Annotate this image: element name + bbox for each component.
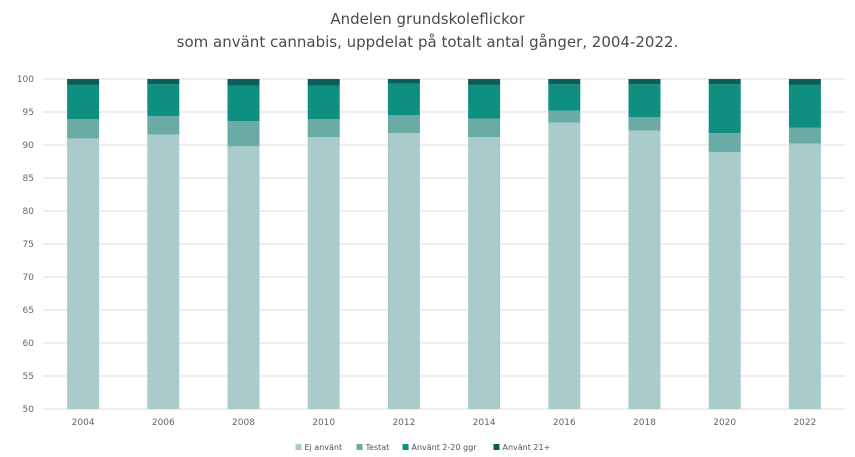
x-tick-label: 2006 [152,418,175,428]
y-axis: 50 55 60 65 70 75 80 85 90 95 100 [17,75,34,415]
legend-label: Använt 21+ [503,443,551,452]
y-tick-label: 50 [23,405,35,415]
x-tick-label: 2010 [312,418,335,428]
bar-segment [387,83,420,116]
y-tick-label: 85 [23,174,34,184]
bar-segment [307,119,340,138]
y-tick-label: 65 [23,306,34,316]
bar-segment [708,152,741,409]
bar-segment [548,79,581,85]
y-tick-label: 75 [23,240,34,250]
bar-segment [147,115,180,135]
y-tick-label: 90 [23,141,35,151]
bar-segment [387,133,420,409]
bar-segment [67,79,100,85]
bar-segment [708,79,741,85]
x-axis: 2004 2006 2008 2010 2012 2014 2016 2018 2020 2022 [72,418,817,428]
x-tick-label: 2022 [793,418,816,428]
bar-segment [628,130,661,410]
bar-segment [307,85,340,120]
bar-segment [227,85,260,122]
bar-segment [548,110,581,123]
bar-segment [67,84,100,120]
legend-label: Testat [365,443,390,452]
x-tick-label: 2008 [232,418,255,428]
chart-title-line-1: Andelen grundskoleflickor [330,10,525,28]
x-tick-label: 2014 [473,418,496,428]
bar-segment [548,84,581,111]
chart-title: Andelen grundskoleflickor som använt can… [0,8,855,54]
bar-segment [468,118,501,138]
bar-segment [708,84,741,134]
bar-segment [788,143,821,409]
legend-swatch [356,444,363,450]
legend: Ej använt Testat Använt 2-20 ggr Använt 21+ [295,443,551,452]
bar-segment [788,127,821,144]
x-tick-label: 2020 [713,418,736,428]
bar-segment [628,84,661,118]
bar-segment [147,134,180,409]
legend-swatch [493,444,500,450]
bar-segment [628,79,661,85]
bar-segment [67,119,100,139]
x-tick-label: 2004 [72,418,95,428]
x-tick-label: 2018 [633,418,656,428]
bar-segment [227,146,260,409]
y-tick-label: 60 [23,339,35,349]
bar-segment [468,137,501,409]
bar-segment [788,79,821,85]
bar-segment [227,121,260,147]
x-tick-label: 2016 [553,418,576,428]
y-tick-label: 55 [23,372,34,382]
bar-segment [227,79,260,86]
bar-segment [307,79,340,86]
y-tick-label: 100 [17,75,34,85]
legend-swatch [402,444,409,450]
bar-segment [548,122,581,409]
legend-label: Använt 2-20 ggr [412,443,478,452]
legend-label: Ej använt [305,443,343,452]
y-tick-label: 70 [23,273,35,283]
bars [67,79,821,410]
y-tick-label: 80 [23,207,35,217]
bar-segment [468,84,501,119]
y-tick-label: 95 [23,108,34,118]
bar-segment [387,115,420,134]
bar-segment [387,79,420,84]
bar-segment [788,84,821,128]
bar-segment [67,138,100,409]
x-tick-label: 2012 [392,418,415,428]
bar-segment [468,79,501,85]
bar-segment [628,117,661,131]
bar-segment [708,133,741,153]
chart-title-line-2: som använt cannabis, uppdelat på totalt … [176,33,679,51]
legend-swatch [295,444,302,450]
bar-segment [307,137,340,409]
bar-segment [147,79,180,85]
bar-segment [147,84,180,116]
